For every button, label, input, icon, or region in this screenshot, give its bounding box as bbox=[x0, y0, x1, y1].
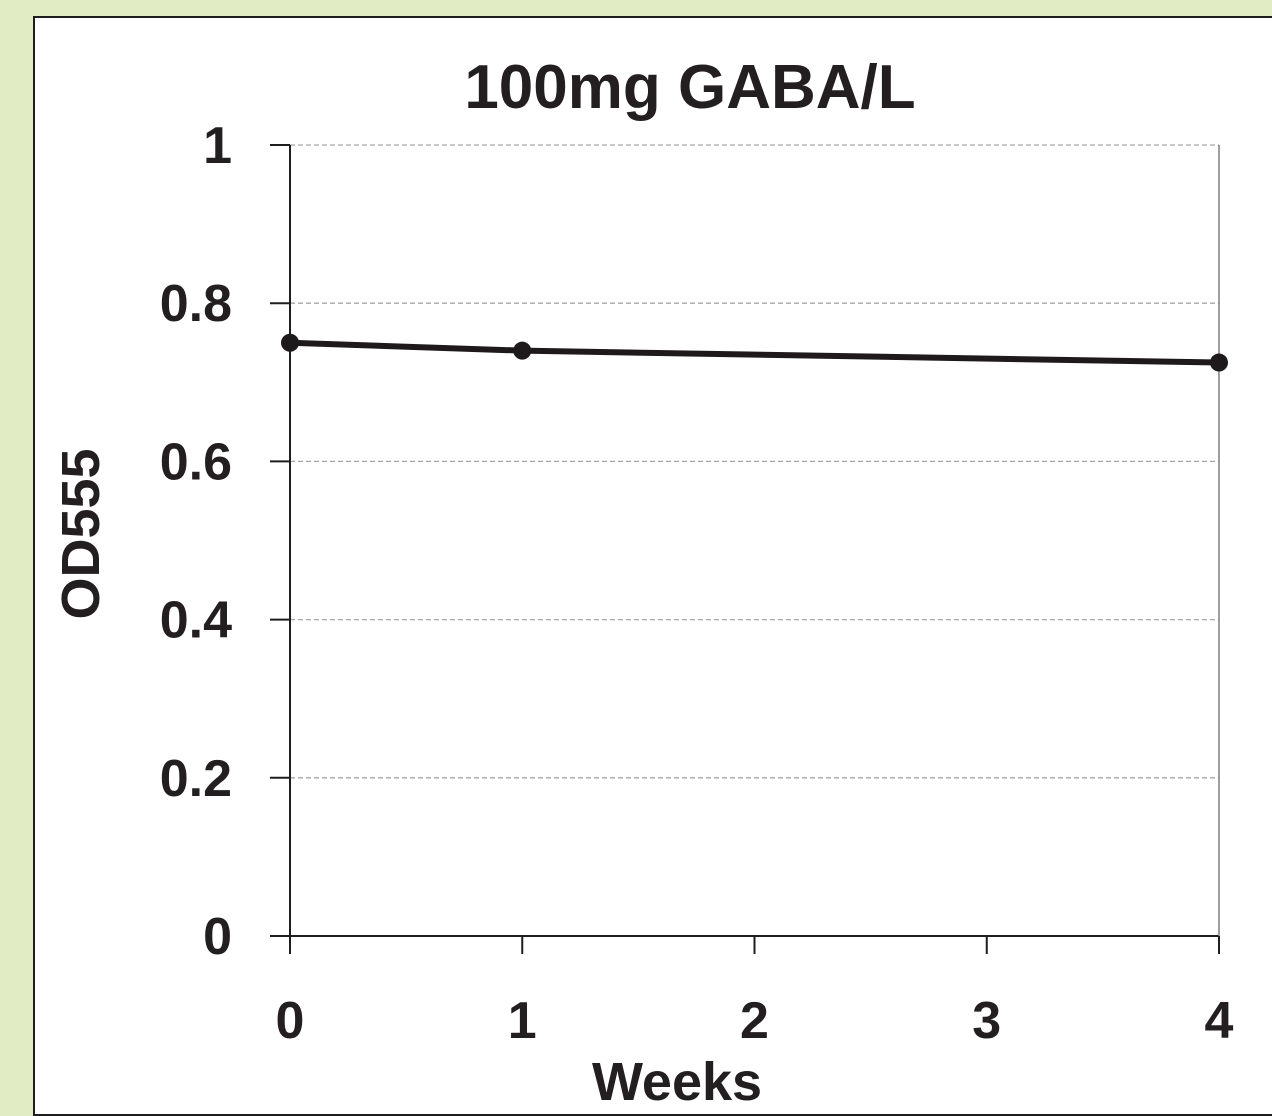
data-point-0-0 bbox=[281, 333, 299, 352]
x-axis-label: Weeks bbox=[592, 1052, 762, 1106]
y-tick-label-4: 0.8 bbox=[160, 275, 232, 333]
x-tick-label-3: 3 bbox=[972, 992, 1001, 1050]
y-axis-label: OD555 bbox=[51, 448, 111, 619]
x-tick-label-4: 4 bbox=[1205, 992, 1234, 1050]
series bbox=[281, 333, 1228, 372]
y-tick-label-2: 0.4 bbox=[160, 592, 232, 650]
x-tick-label-0: 0 bbox=[276, 992, 305, 1050]
y-tick-labels: 0 0.2 0.4 0.6 0.8 1 bbox=[160, 117, 232, 966]
x-tick-label-2: 2 bbox=[740, 992, 769, 1050]
data-point-0-2 bbox=[1210, 353, 1228, 372]
x-tick-labels: 0 1 2 3 4 bbox=[276, 992, 1234, 1050]
y-tick-label-3: 0.6 bbox=[160, 433, 232, 491]
x-tick-label-1: 1 bbox=[508, 992, 537, 1050]
chart-panel bbox=[33, 16, 1272, 1116]
y-tick-label-0: 0 bbox=[203, 908, 232, 966]
y-tick-label-5: 1 bbox=[203, 117, 232, 175]
gridlines bbox=[290, 144, 1219, 779]
series-line-0 bbox=[287, 339, 1222, 366]
chart-title: 100mg GABA/L bbox=[464, 53, 915, 122]
axes bbox=[270, 144, 1220, 954]
y-tick-label-1: 0.2 bbox=[160, 750, 232, 808]
data-point-0-1 bbox=[513, 341, 532, 360]
